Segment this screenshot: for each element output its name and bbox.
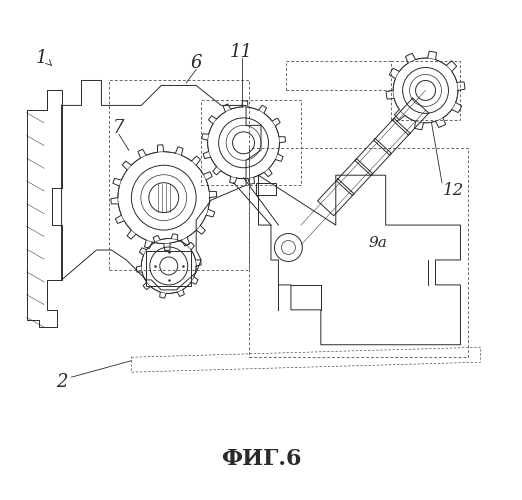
Bar [256,182,276,195]
Bar [146,251,191,286]
Text: 1: 1 [36,49,48,67]
Text: ФИГ.6: ФИГ.6 [221,448,301,470]
Bar [390,60,460,120]
Text: 7: 7 [113,119,125,137]
Bar [248,148,468,357]
Text: 2: 2 [56,373,67,391]
Bar [201,100,301,185]
Text: 6: 6 [191,54,202,72]
Bar [109,80,248,270]
Text: 11: 11 [230,42,253,60]
Text: 9а: 9а [368,236,387,250]
Text: 12: 12 [443,182,464,198]
